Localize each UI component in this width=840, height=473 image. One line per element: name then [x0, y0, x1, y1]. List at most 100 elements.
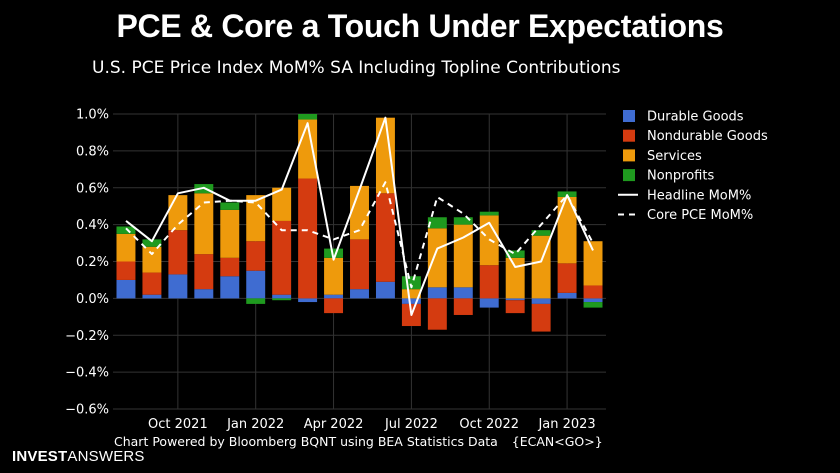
- credit-text: Chart Powered by Bloomberg BQNT using BE…: [114, 434, 498, 449]
- bar-services: [116, 233, 136, 262]
- bar-nondurable-goods: [272, 220, 292, 295]
- bar-services: [272, 187, 292, 221]
- legend-label-headline-mom-: Headline MoM%: [647, 188, 751, 203]
- bar-durable-goods: [298, 298, 318, 303]
- bar-nondurable-goods: [505, 300, 525, 314]
- y-tick-label: 0.2%: [76, 255, 109, 270]
- bar-nondurable-goods: [350, 239, 369, 290]
- bar-durable-goods: [168, 274, 188, 299]
- bar-durable-goods: [142, 294, 162, 299]
- bar-nondurable-goods: [142, 272, 162, 295]
- bar-durable-goods: [557, 292, 577, 299]
- line-series: [125, 116, 594, 316]
- bar-nonprofits: [246, 298, 266, 304]
- y-tick-label: 1.0%: [76, 108, 109, 123]
- bar-services: [375, 117, 395, 194]
- bar-services: [168, 195, 188, 231]
- bar-durable-goods: [401, 298, 421, 304]
- bar-nonprofits: [427, 217, 447, 229]
- bar-nondurable-goods: [479, 265, 499, 299]
- brand-bold: INVEST: [12, 448, 68, 465]
- legend-label-core-pce-mom-: Core PCE MoM%: [647, 208, 753, 223]
- bar-durable-goods: [194, 289, 214, 299]
- brand-light: ANSWERS: [67, 448, 145, 465]
- y-tick-label: 0.4%: [76, 218, 109, 233]
- bar-nondurable-goods: [246, 241, 266, 271]
- legend-label-services: Services: [647, 149, 702, 164]
- bar-durable-goods: [375, 281, 395, 299]
- line-core-pce-mom-: [125, 181, 594, 289]
- bar-stacks: [116, 114, 603, 332]
- bar-nonprofits: [453, 217, 473, 225]
- bar-durable-goods: [427, 287, 447, 299]
- bar-nondurable-goods: [375, 193, 395, 282]
- y-tick-label: 0.6%: [76, 181, 109, 196]
- bar-nondurable-goods: [194, 254, 214, 290]
- x-tick-label: Apr 2022: [304, 417, 364, 432]
- bar-durable-goods: [531, 298, 551, 304]
- bar-nondurable-goods: [531, 303, 551, 332]
- bar-services: [142, 246, 162, 273]
- bar-nondurable-goods: [453, 298, 473, 315]
- x-tick-label: Jul 2022: [384, 417, 438, 432]
- bar-nondurable-goods: [557, 263, 577, 293]
- axes: −0.6% −0.4% −0.2% 0.0% 0.2% 0.4% 0.6% 0.8% 1.0% O…: [65, 108, 596, 433]
- y-tick-label: 0.0%: [76, 292, 109, 307]
- line-headline-mom-: [125, 116, 594, 316]
- bar-durable-goods: [453, 287, 473, 299]
- x-tick-label: Oct 2021: [148, 417, 208, 432]
- bar-nondurable-goods: [298, 178, 318, 299]
- bar-services: [324, 257, 344, 295]
- bar-services: [427, 228, 447, 288]
- bloomberg-command: {ECAN<GO>}: [511, 434, 603, 449]
- bar-nondurable-goods: [427, 298, 447, 330]
- legend-label-durable-goods: Durable Goods: [647, 110, 744, 125]
- x-tick-label: Jan 2023: [537, 417, 595, 432]
- y-tick-label: −0.2%: [65, 329, 109, 344]
- bar-services: [583, 241, 603, 286]
- bar-nondurable-goods: [583, 285, 603, 299]
- page-title: PCE & Core a Touch Under Expectations: [116, 8, 724, 44]
- bar-durable-goods: [479, 298, 499, 308]
- bar-services: [505, 257, 525, 299]
- bar-nonprofits: [116, 226, 136, 234]
- bar-nonprofits: [583, 302, 603, 308]
- bar-services: [350, 185, 369, 240]
- brand-logo: INVESTANSWERS: [12, 448, 145, 465]
- bar-durable-goods: [350, 289, 369, 299]
- bar-nondurable-goods: [168, 230, 188, 275]
- legend-label-nondurable-goods: Nondurable Goods: [647, 129, 768, 144]
- bar-nonprofits: [272, 298, 292, 301]
- bar-durable-goods: [220, 276, 240, 299]
- bar-services: [220, 209, 240, 258]
- bar-nonprofits: [531, 230, 551, 236]
- bar-durable-goods: [272, 294, 292, 299]
- bar-nondurable-goods: [324, 298, 344, 314]
- legend-swatch-nonprofits: [623, 169, 635, 182]
- bar-nonprofits: [324, 248, 344, 258]
- chart-credit: Chart Powered by Bloomberg BQNT using BE…: [114, 434, 603, 449]
- bar-nonprofits: [142, 239, 162, 247]
- bar-nonprofits: [479, 211, 499, 216]
- legend-swatch-nondurable-goods: [623, 129, 635, 142]
- bar-services: [194, 193, 214, 255]
- x-tick-label: Jan 2022: [226, 417, 284, 432]
- legend: Durable Goods Nondurable Goods Services Non…: [618, 110, 768, 223]
- bar-nonprofits: [298, 114, 318, 120]
- bar-nondurable-goods: [116, 261, 136, 280]
- bar-services: [401, 289, 421, 299]
- bar-durable-goods: [505, 298, 525, 301]
- bar-durable-goods: [246, 270, 266, 299]
- y-tick-label: −0.6%: [65, 403, 109, 418]
- bar-nondurable-goods: [220, 257, 240, 277]
- bar-durable-goods: [583, 298, 603, 303]
- bar-durable-goods: [116, 279, 136, 299]
- x-tick-label: Oct 2022: [459, 417, 519, 432]
- bar-nonprofits: [220, 202, 240, 210]
- bar-services: [557, 196, 577, 264]
- chart-subtitle: U.S. PCE Price Index MoM% SA Including T…: [92, 58, 621, 78]
- y-tick-label: −0.4%: [65, 366, 109, 381]
- legend-swatch-durable-goods: [623, 110, 635, 122]
- legend-swatch-services: [623, 149, 635, 162]
